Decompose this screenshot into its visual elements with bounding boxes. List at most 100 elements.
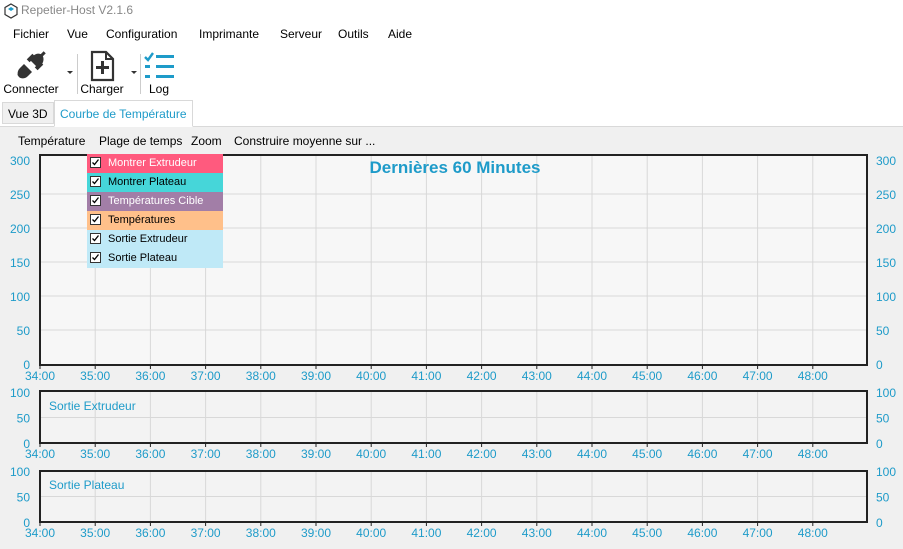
x-tick-label: 44:00 [577,369,607,383]
checkbox-temperatures-cible[interactable] [90,195,101,206]
plot-frame [39,154,868,366]
menu-outils[interactable]: Outils [338,27,369,41]
x-tick-label: 34:00 [25,447,55,461]
checkmark-icon [92,197,100,204]
y-tick-label-left: 100 [10,465,30,479]
menu-imprimante[interactable]: Imprimante [199,27,260,41]
legend-label: Montrer Extrudeur [108,157,197,169]
legend-temperatures[interactable]: Températures [87,211,223,230]
y-tick-label-right: 150 [876,256,896,270]
x-tick-label: 41:00 [411,526,441,540]
menu-configuration[interactable]: Configuration [106,27,178,41]
y-tick-label-left: 0 [23,358,30,372]
x-tick-label: 40:00 [356,526,386,540]
x-tick-label: 48:00 [798,526,828,540]
legend-temperatures-cible[interactable]: Températures Cible [87,192,223,211]
checkbox-montrer-extrudeur[interactable] [90,157,101,168]
tab-vue-3d[interactable]: Vue 3D [2,102,54,124]
plot-frame [39,390,868,444]
x-tick-label: 42:00 [467,447,497,461]
y-tick-label-left: 50 [17,491,31,505]
x-tick-label: 39:00 [301,447,331,461]
x-tick-label: 37:00 [191,369,221,383]
y-tick-label-left: 50 [17,324,31,338]
temp-menu-zoom[interactable]: Zoom [191,134,222,148]
x-tick-label: 44:00 [577,447,607,461]
menu-serveur[interactable]: Serveur [280,27,323,41]
legend-sortie-plateau[interactable]: Sortie Plateau [87,249,223,268]
x-tick-label: 35:00 [80,526,110,540]
load-button[interactable]: Charger [79,46,125,98]
x-tick-label: 38:00 [246,447,276,461]
x-tick-label: 46:00 [687,526,717,540]
x-tick-label: 47:00 [743,526,773,540]
checkbox-sortie-plateau[interactable] [90,252,101,263]
x-tick-label: 41:00 [411,447,441,461]
y-tick-label-left: 300 [10,154,30,168]
x-tick-label: 43:00 [522,369,552,383]
log-button[interactable]: Log [141,46,177,98]
x-tick-label: 45:00 [632,369,662,383]
temp-menu-plage-de-temps[interactable]: Plage de temps [99,134,183,148]
x-tick-label: 36:00 [135,447,165,461]
menu-aide[interactable]: Aide [388,27,413,41]
checkbox-temperatures[interactable] [90,214,101,225]
legend-label: Températures Cible [108,195,204,207]
tab-courbe-temperature[interactable]: Courbe de Température [54,100,193,127]
connect-dropdown-arrow-icon[interactable] [66,68,74,76]
chart-title: Sortie Extrudeur [49,399,136,413]
connect-button[interactable]: Connecter [2,46,60,98]
title-bar: Repetier-Host V2.1.6 [0,0,903,22]
x-tick-label: 47:00 [743,369,773,383]
toolbar-separator [140,54,141,94]
y-tick-label-right: 100 [876,290,896,304]
chart-title: Sortie Plateau [49,478,124,492]
legend-label: Montrer Plateau [108,176,187,188]
x-tick-label: 46:00 [687,447,717,461]
x-tick-label: 37:00 [191,447,221,461]
y-tick-label-right: 0 [876,437,883,451]
plot-frame [39,470,868,523]
checkbox-sortie-extrudeur[interactable] [90,233,101,244]
y-tick-label-left: 150 [10,256,30,270]
menu-fichier[interactable]: Fichier [13,27,50,41]
load-label: Charger [80,82,124,96]
y-tick-label-left: 100 [10,290,30,304]
x-tick-label: 46:00 [687,369,717,383]
x-tick-label: 42:00 [467,369,497,383]
y-tick-label-left: 200 [10,222,30,236]
x-tick-label: 44:00 [577,526,607,540]
temp-menu-temperature[interactable]: Température [18,134,86,148]
y-tick-label-right: 0 [876,358,883,372]
x-tick-label: 48:00 [798,447,828,461]
x-tick-label: 36:00 [135,526,165,540]
y-tick-label-left: 50 [17,412,31,426]
checkmark-icon [92,159,100,166]
y-tick-label-right: 100 [876,386,896,400]
y-tick-label-right: 50 [876,491,890,505]
legend-label: Sortie Plateau [108,252,178,264]
checklist-icon [144,52,174,78]
checkbox-montrer-plateau[interactable] [90,176,101,187]
x-tick-label: 43:00 [522,526,552,540]
temp-menu-construire-moyenne[interactable]: Construire moyenne sur ... [234,134,376,148]
legend-label: Sortie Extrudeur [108,233,188,245]
legend-montrer-plateau[interactable]: Montrer Plateau [87,173,223,192]
y-tick-label-left: 0 [23,516,30,530]
y-tick-label-right: 100 [876,465,896,479]
y-tick-label-left: 0 [23,437,30,451]
y-tick-label-left: 250 [10,188,30,202]
x-tick-label: 42:00 [467,526,497,540]
chart-legend: Montrer Extrudeur Montrer Plateau Tempér… [87,154,223,268]
add-file-icon [90,50,115,82]
load-dropdown-arrow-icon[interactable] [130,68,138,76]
menu-bar: Fichier Vue Configuration Imprimante Ser… [0,24,903,44]
connect-label: Connecter [3,82,59,96]
menu-vue[interactable]: Vue [67,27,88,41]
legend-montrer-extrudeur[interactable]: Montrer Extrudeur [87,154,223,173]
x-tick-label: 48:00 [798,369,828,383]
x-tick-label: 41:00 [411,369,441,383]
checkmark-icon [92,254,100,261]
toolbar-separator [77,54,78,94]
legend-sortie-extrudeur[interactable]: Sortie Extrudeur [87,230,223,249]
